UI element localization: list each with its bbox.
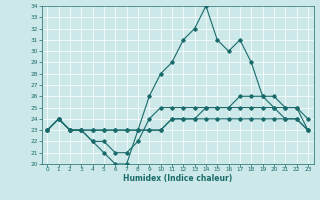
X-axis label: Humidex (Indice chaleur): Humidex (Indice chaleur) [123, 174, 232, 183]
